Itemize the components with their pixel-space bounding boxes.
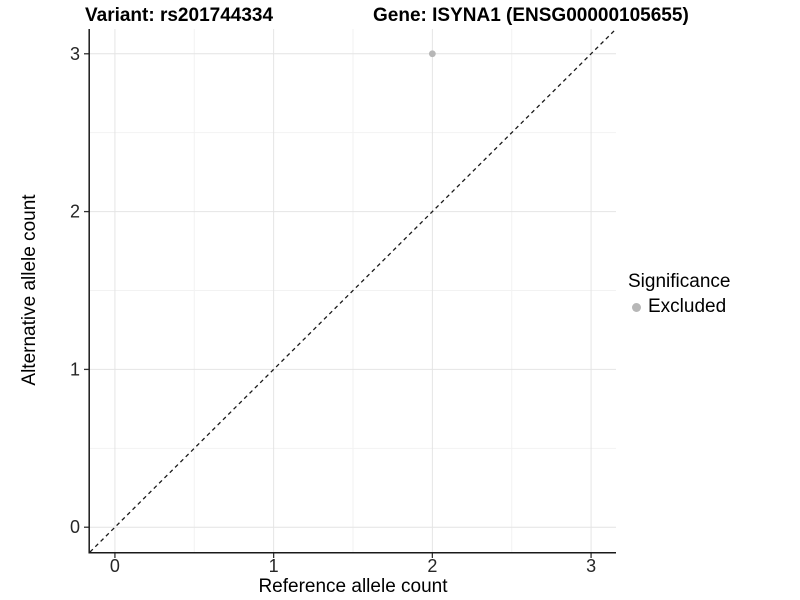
- y-tick-label: 3: [70, 44, 80, 64]
- legend-entries: Excluded: [628, 296, 730, 318]
- identity-line: [89, 28, 617, 553]
- x-tick-label: 1: [269, 556, 279, 576]
- legend-entry-label: Excluded: [648, 296, 727, 317]
- legend-entry: Excluded: [628, 296, 730, 318]
- legend-title: Significance: [628, 271, 731, 292]
- x-tick-label: 2: [427, 556, 437, 576]
- y-tick-label: 2: [70, 202, 80, 222]
- gene-title: Gene: ISYNA1 (ENSG00000105655): [373, 5, 689, 26]
- x-tick-label: 3: [586, 556, 596, 576]
- legend: Significance Excluded: [628, 271, 730, 318]
- x-axis-title: Reference allele count: [258, 576, 448, 597]
- data-point: [428, 50, 436, 58]
- variant-title: Variant: rs201744334: [85, 5, 274, 26]
- y-tick-label: 1: [70, 359, 80, 379]
- x-tick-label: 0: [110, 556, 120, 576]
- y-tick-label: 0: [70, 517, 80, 537]
- y-axis-title: Alternative allele count: [19, 194, 40, 386]
- legend-key-dot: [632, 302, 641, 312]
